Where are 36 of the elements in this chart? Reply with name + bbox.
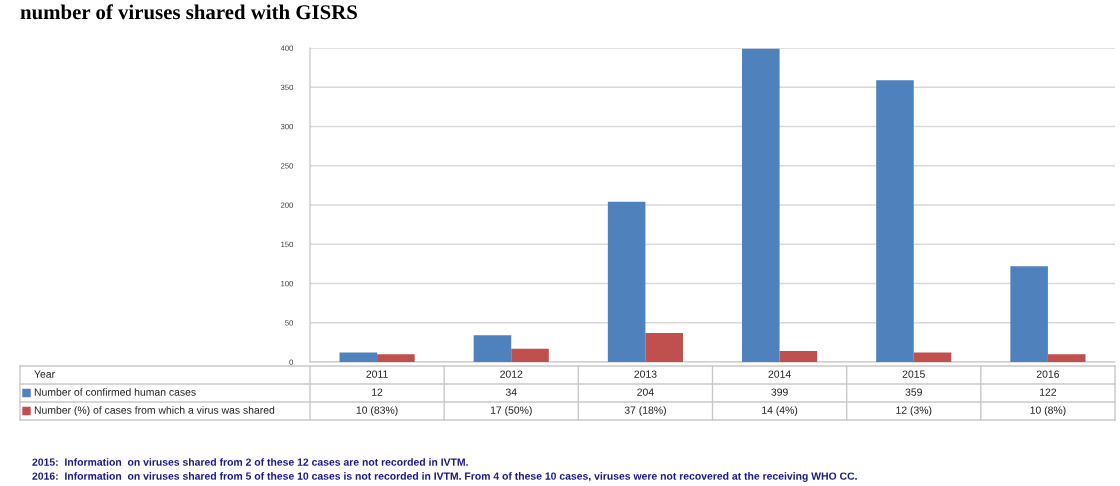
data-label: 122 [1040, 388, 1057, 396]
data-label: 399 [771, 388, 788, 396]
x-tick-label: 2014 [768, 370, 791, 378]
text: Year [34, 370, 55, 378]
bar [1010, 266, 1048, 362]
x-tick-label: 2011 [366, 370, 388, 378]
legend-label: Number (%) of cases from which a virus was shared [34, 406, 275, 416]
data-label: 204 [637, 388, 654, 396]
text: 2016: Information on viruses shared from 5 of these 10 cases is not recorded in IVTM. From 4 of these 10 cases, viruses were not recovered at the receiving WHO CC. [32, 472, 857, 482]
bar [377, 354, 415, 362]
bar [1047, 354, 1086, 362]
chart-title: number of viruses shared with GISRS [20, 4, 357, 20]
data-label: 10 (8%) [1030, 406, 1066, 416]
data-label: 10 (83%) [356, 406, 398, 416]
bar [876, 80, 914, 362]
bar [742, 48, 780, 362]
x-tick-label: 2015 [902, 370, 925, 378]
bar [913, 352, 952, 362]
data-label: 37 (18%) [624, 406, 666, 416]
legend-label: Number of confirmed human cases [34, 388, 196, 396]
x-tick-label: 2012 [500, 370, 523, 378]
data-label: 14 (4%) [762, 406, 798, 416]
text: 2015: Information on viruses shared from 2 of these 12 cases are not recorded in IVTM. [32, 458, 468, 466]
bar [511, 348, 549, 362]
bar [779, 351, 818, 362]
data-label: 12 [372, 388, 383, 396]
bar [645, 332, 683, 362]
data-label: 359 [905, 388, 922, 396]
bar [339, 352, 378, 362]
data-label: 34 [505, 388, 517, 396]
data-label: 12 (3%) [896, 406, 932, 416]
x-tick-label: 2013 [634, 370, 657, 378]
bar [607, 201, 646, 362]
bar [473, 335, 512, 362]
x-tick-label: 2016 [1036, 370, 1060, 378]
data-label: 17 (50%) [490, 406, 532, 416]
